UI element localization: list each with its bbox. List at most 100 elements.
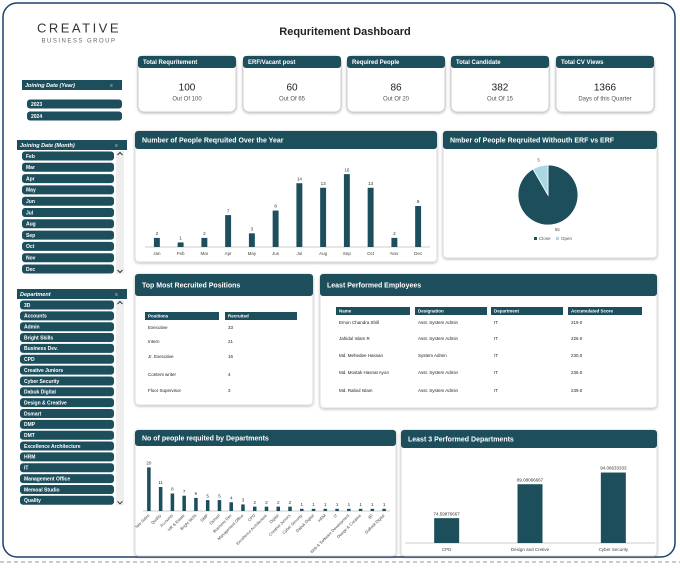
slicer-item[interactable] [22, 241, 114, 251]
slicer-item[interactable] [22, 219, 114, 229]
slicer-item[interactable] [20, 365, 114, 375]
slicer-item-label[interactable]: Management Office [24, 476, 70, 482]
slicer-item[interactable] [20, 441, 114, 451]
slicer-item[interactable] [22, 151, 114, 161]
scrollbar[interactable] [116, 151, 124, 274]
x-tick-label: Aug [319, 251, 328, 256]
data-label: 1 [179, 236, 182, 241]
slicer-header [22, 80, 122, 90]
table-cell: Md. Mostak Hasnat Ayon [339, 370, 389, 375]
data-label: 94.06633333 [600, 466, 627, 471]
bar [205, 500, 210, 511]
slicer-item-label[interactable]: Aug [26, 222, 36, 228]
slicer-item-label[interactable]: 2023 [31, 102, 42, 108]
panel-header [401, 430, 657, 448]
x-tick-label: Sep [343, 251, 352, 256]
slicer-item[interactable] [20, 452, 114, 462]
slicer-item[interactable] [22, 174, 114, 184]
table-cell: Jahidul Islam R [339, 336, 371, 341]
slicer-item-label[interactable]: Apr [26, 176, 35, 182]
bar [311, 508, 316, 511]
slicer-item-label[interactable]: Dsmart [24, 411, 42, 417]
slicer-clear: ≡ [115, 143, 118, 149]
slicer-item[interactable] [20, 495, 114, 505]
slicer-item[interactable] [20, 322, 114, 332]
bar [272, 210, 279, 247]
slicer-item[interactable] [20, 463, 114, 473]
slicer-title: Department [20, 292, 52, 298]
data-label: 74.59876667 [434, 511, 461, 516]
slicer-item[interactable] [22, 162, 114, 172]
slicer-title: Joining Date (Month) [20, 143, 75, 149]
data-label: 1 [371, 502, 374, 507]
table-cell: Content writer [148, 372, 177, 377]
slicer-item-label[interactable]: Dec [26, 267, 35, 273]
slicer-item[interactable] [20, 419, 114, 429]
slicer-item[interactable] [27, 99, 122, 109]
slicer-item[interactable] [22, 196, 114, 206]
slicer-item[interactable] [22, 253, 114, 263]
scroll-up[interactable] [117, 151, 123, 156]
slicer-item[interactable] [22, 208, 114, 217]
slicer-item[interactable] [20, 354, 114, 364]
slicer-item-label[interactable]: Creative Juniors [24, 368, 63, 374]
slicer-item[interactable] [20, 376, 114, 386]
panel-title: Number of People Reqruited Over the Year [142, 137, 284, 144]
slicer-item[interactable] [20, 300, 114, 310]
scroll-down[interactable] [117, 269, 123, 274]
slicer-item-label[interactable]: HRM [24, 455, 35, 461]
scroll-down[interactable] [117, 500, 123, 505]
slicer-item-label[interactable]: Nov [26, 256, 36, 262]
slicer-item[interactable] [20, 343, 114, 353]
slicer-item-label[interactable]: Jun [26, 199, 35, 205]
slicer-item[interactable] [20, 398, 114, 408]
slicer-item[interactable] [22, 230, 114, 240]
slicer-item-label[interactable]: 2024 [31, 114, 42, 120]
slicer-item-label[interactable]: Sep [26, 233, 35, 239]
scrollbar[interactable] [116, 300, 124, 506]
slicer-item-label[interactable]: Bright Skills [24, 335, 53, 341]
slicer-item[interactable] [20, 484, 114, 494]
kpi-sub: Out Of 65 [279, 97, 306, 103]
slicer-item-label[interactable]: Oct [26, 244, 35, 250]
slicer-item-label[interactable]: Feb [26, 154, 35, 160]
x-tick-label: CPD [442, 547, 452, 552]
bar [194, 497, 198, 511]
slicer-item-label[interactable]: Mar [26, 165, 35, 171]
slicer-item-label[interactable]: May [26, 188, 36, 194]
slicer-item-label[interactable]: Cyber Security [24, 379, 60, 385]
bar [177, 242, 184, 247]
slicer-item-label[interactable]: Excellence Architecture [24, 444, 81, 450]
slicer-item-label[interactable]: IT [24, 466, 28, 472]
slicer-item-label[interactable]: Quality [24, 498, 41, 504]
table-cell: System Admin [418, 353, 447, 358]
slicer-item[interactable] [22, 264, 114, 274]
slicer-item-label[interactable]: Jul [26, 210, 34, 216]
slicer-item[interactable] [27, 111, 122, 121]
slicer-item-label[interactable]: Accounts [24, 314, 47, 320]
slicer-item[interactable] [20, 333, 114, 343]
bar [391, 237, 398, 247]
slicer-item[interactable] [20, 474, 114, 484]
slicer-item-label[interactable]: Design & Creative [24, 400, 67, 406]
slicer-item[interactable] [20, 311, 114, 321]
slicer-item-label[interactable]: Dabuk Digital [24, 390, 57, 396]
table-cell: Intern [148, 339, 160, 344]
slicer-item-label[interactable]: Memoal Studio [24, 487, 60, 493]
slicer-item-label[interactable]: Business Dev. [24, 346, 58, 352]
slicer-item-label[interactable]: Admin [24, 325, 40, 331]
slicer-item-label[interactable]: 3D [24, 303, 31, 309]
slicer-item[interactable] [20, 387, 114, 397]
table-header: Designation [418, 309, 444, 314]
table-cell: 16 [228, 354, 234, 359]
table-cell: Asst. System Admin [418, 370, 459, 375]
slicer-item[interactable] [20, 430, 114, 440]
slicer-item-label[interactable]: DMT [24, 433, 35, 439]
slicer-item-label[interactable]: DMP [24, 422, 36, 428]
slicer-item[interactable] [20, 409, 114, 418]
x-tick-label: Nov [390, 251, 399, 256]
slicer-item[interactable] [22, 185, 114, 195]
slicer-item-label[interactable]: CPD [24, 357, 35, 363]
scroll-up[interactable] [117, 300, 123, 305]
